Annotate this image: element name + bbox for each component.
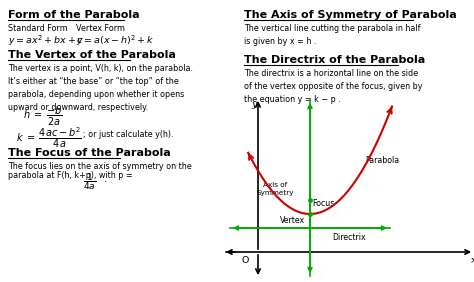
Text: $y = a(x-h)^2 + k$: $y = a(x-h)^2 + k$ — [76, 33, 154, 48]
Text: The vertex is a point, V(h, k), on the parabola.
It’s either at “the base” or “t: The vertex is a point, V(h, k), on the p… — [8, 64, 193, 112]
Text: The focus lies on the axis of symmetry on the: The focus lies on the axis of symmetry o… — [8, 162, 192, 171]
Text: Vertex Form: Vertex Form — [76, 24, 125, 33]
Text: O: O — [242, 256, 249, 265]
Text: y: y — [251, 100, 256, 109]
Text: parabola at F(h, k+p), with p =: parabola at F(h, k+p), with p = — [8, 171, 133, 180]
Text: .: . — [104, 174, 108, 184]
Text: The Axis of Symmetry of Parabola: The Axis of Symmetry of Parabola — [244, 10, 457, 20]
Text: The directrix is a horizontal line on the side
of the vertex opposite of the foc: The directrix is a horizontal line on th… — [244, 69, 422, 104]
Text: x: x — [471, 256, 474, 265]
Text: The Focus of the Parabola: The Focus of the Parabola — [8, 148, 171, 158]
Text: The vertical line cutting the parabola in half
is given by x = h .: The vertical line cutting the parabola i… — [244, 24, 420, 46]
Text: $y = ax^2 + bx + c$: $y = ax^2 + bx + c$ — [8, 33, 84, 48]
Text: $h\;=\;\dfrac{-b}{2a}$: $h\;=\;\dfrac{-b}{2a}$ — [23, 105, 63, 128]
Text: Vertex: Vertex — [280, 216, 305, 225]
Text: Focus: Focus — [312, 199, 334, 208]
Text: Directrix: Directrix — [332, 233, 365, 242]
Text: Parabola: Parabola — [365, 156, 399, 165]
Text: Standard Form: Standard Form — [8, 24, 68, 33]
Text: The Directrix of the Parabola: The Directrix of the Parabola — [244, 55, 425, 65]
Text: Form of the Parabola: Form of the Parabola — [8, 10, 140, 20]
Text: $\dfrac{1}{4a}$: $\dfrac{1}{4a}$ — [83, 171, 96, 192]
Text: Axis of
Symmetry: Axis of Symmetry — [256, 182, 294, 195]
Text: $k\;=\;\dfrac{4ac-b^2}{4a}$: $k\;=\;\dfrac{4ac-b^2}{4a}$ — [16, 125, 82, 150]
Text: The Vertex of the Parabola: The Vertex of the Parabola — [8, 50, 176, 60]
Text: ; or just calculate y(h).: ; or just calculate y(h). — [83, 130, 173, 139]
